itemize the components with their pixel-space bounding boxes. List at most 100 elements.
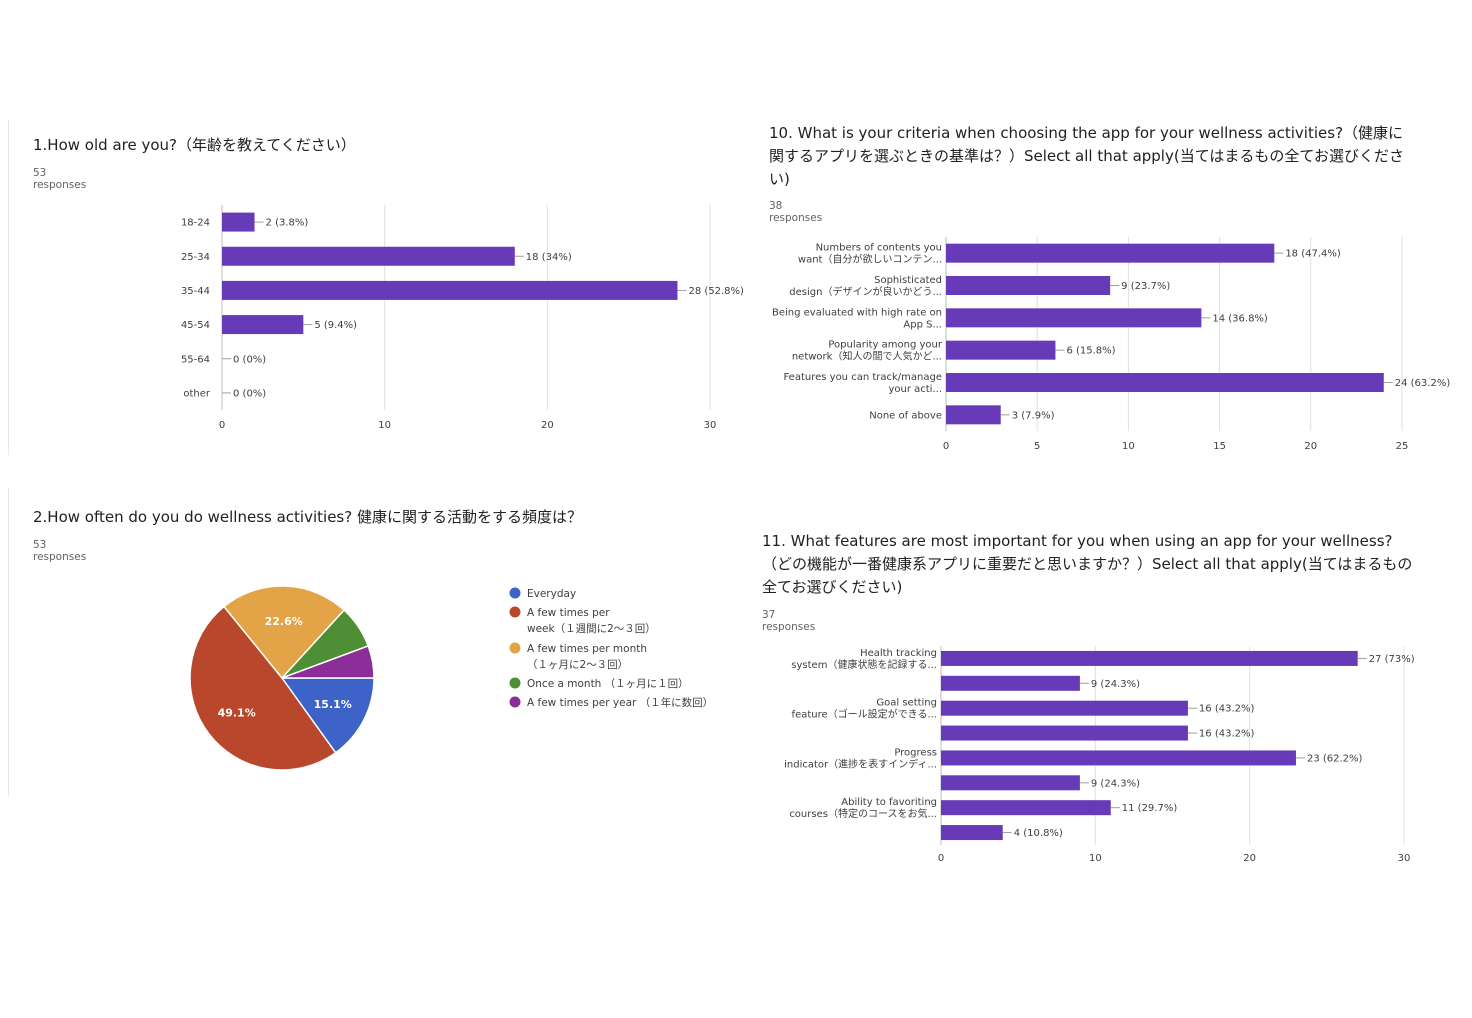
- legend-label: week（１週間に2〜３回）: [527, 623, 656, 635]
- legend-label: （１ヶ月に2〜３回）: [527, 659, 628, 671]
- data-label: 16 (43.2%): [1199, 704, 1255, 715]
- category-label: Popularity among your: [828, 340, 943, 351]
- data-label: 27 (73%): [1369, 654, 1415, 665]
- x-tick-label: 15: [1213, 441, 1226, 452]
- x-tick-label: 30: [704, 420, 717, 431]
- category-label: 18-24: [181, 218, 210, 229]
- data-label: 23 (62.2%): [1307, 753, 1363, 764]
- category-label: your acti...: [888, 384, 942, 395]
- x-tick-label: 0: [219, 420, 225, 431]
- category-label: feature（ゴール設定ができる...: [792, 708, 937, 721]
- category-label: Being evaluated with high rate on: [772, 307, 942, 318]
- bar: [941, 675, 1080, 691]
- x-tick-label: 5: [1034, 441, 1040, 452]
- bar: [946, 373, 1384, 392]
- data-label: 2 (3.8%): [266, 218, 309, 229]
- category-label: None of above: [869, 410, 942, 421]
- category-label: 55-64: [181, 354, 210, 365]
- bar: [946, 308, 1202, 328]
- chart-title: 10. What is your criteria when choosing …: [769, 124, 1404, 188]
- bar: [946, 340, 1056, 360]
- response-count: 53 responses: [33, 167, 87, 191]
- pie-slice-label: 15.1%: [314, 698, 352, 711]
- response-count: 37 responses: [762, 609, 816, 633]
- bar: [941, 800, 1111, 816]
- category-label: Sophisticated: [874, 275, 942, 286]
- x-tick-label: 20: [1243, 853, 1256, 864]
- x-tick-label: 10: [1089, 853, 1102, 864]
- data-label: 24 (63.2%): [1395, 378, 1451, 389]
- data-label: 4 (10.8%): [1014, 828, 1063, 839]
- category-label: other: [183, 388, 211, 399]
- legend-swatch: [509, 587, 521, 599]
- data-label: 18 (34%): [526, 252, 572, 263]
- category-label: want（自分が欲しいコンテン...: [798, 253, 942, 266]
- pie-slice: [280, 677, 375, 754]
- bar: [941, 650, 1358, 666]
- bar: [222, 280, 678, 300]
- data-label: 16 (43.2%): [1199, 729, 1255, 740]
- panel-edge: [8, 120, 9, 455]
- response-count: 53 responses: [33, 539, 87, 563]
- x-tick-label: 0: [938, 853, 944, 864]
- x-tick-label: 20: [541, 420, 554, 431]
- bar: [222, 246, 515, 266]
- category-label: Progress: [894, 747, 937, 758]
- bar: [946, 243, 1275, 263]
- data-label: 0 (0%): [233, 388, 266, 399]
- bar: [222, 315, 304, 335]
- category-label: 25-34: [181, 252, 210, 263]
- pie-slice-label: 22.6%: [265, 615, 303, 628]
- data-label: 14 (36.8%): [1212, 313, 1268, 324]
- data-label: 11 (29.7%): [1122, 803, 1178, 814]
- category-label: Health tracking: [860, 648, 937, 659]
- category-label: network（知人の間で人気かど...: [792, 350, 942, 363]
- legend-swatch: [509, 677, 521, 689]
- pie-slice: [222, 585, 346, 680]
- bar: [946, 276, 1111, 295]
- data-label: 0 (0%): [233, 354, 266, 365]
- chart-title: 1.How old are you?（年齢を教えてください）: [33, 136, 356, 154]
- x-tick-label: 30: [1398, 853, 1411, 864]
- data-label: 18 (47.4%): [1285, 249, 1341, 260]
- pie-slice: [189, 605, 337, 771]
- data-label: 6 (15.8%): [1066, 346, 1115, 357]
- category-label: App S...: [903, 319, 942, 330]
- category-label: Ability to favoriting: [841, 797, 937, 808]
- x-tick-label: 10: [378, 420, 391, 431]
- chart-title: 2.How often do you do wellness activitie…: [33, 508, 582, 526]
- x-tick-label: 20: [1304, 441, 1317, 452]
- legend-label: Once a month （１ヶ月に１回）: [527, 678, 689, 690]
- category-label: Goal setting: [876, 698, 937, 709]
- data-label: 9 (24.3%): [1091, 679, 1140, 690]
- bar: [941, 725, 1188, 741]
- pie-slice-label: 49.1%: [218, 707, 256, 720]
- chart-title: 11. What features are most important for…: [762, 532, 1413, 596]
- x-tick-label: 0: [943, 441, 949, 452]
- legend-label: A few times per year （１年に数回）: [527, 696, 713, 709]
- bar: [941, 825, 1003, 841]
- category-label: 35-44: [181, 286, 210, 297]
- bar: [941, 775, 1080, 791]
- category-label: design（デザインが良いかどう...: [789, 285, 942, 298]
- bar: [946, 405, 1001, 425]
- bar: [222, 212, 255, 232]
- x-tick-label: 10: [1122, 441, 1135, 452]
- legend-label: A few times per month: [527, 643, 647, 655]
- category-label: Numbers of contents you: [816, 243, 942, 254]
- data-label: 28 (52.8%): [688, 286, 744, 297]
- pie-slice: [281, 645, 375, 679]
- data-label: 3 (7.9%): [1012, 410, 1055, 421]
- category-label: system（健康状態を記録する...: [791, 658, 937, 671]
- legend-swatch: [509, 606, 521, 618]
- category-label: indicator（進捗を表すインディ...: [784, 757, 937, 770]
- panel-edge: [8, 488, 9, 796]
- legend-swatch: [509, 642, 521, 654]
- legend-label: A few times per: [527, 607, 610, 619]
- data-label: 9 (24.3%): [1091, 778, 1140, 789]
- legend-swatch: [509, 696, 521, 708]
- category-label: 45-54: [181, 320, 210, 331]
